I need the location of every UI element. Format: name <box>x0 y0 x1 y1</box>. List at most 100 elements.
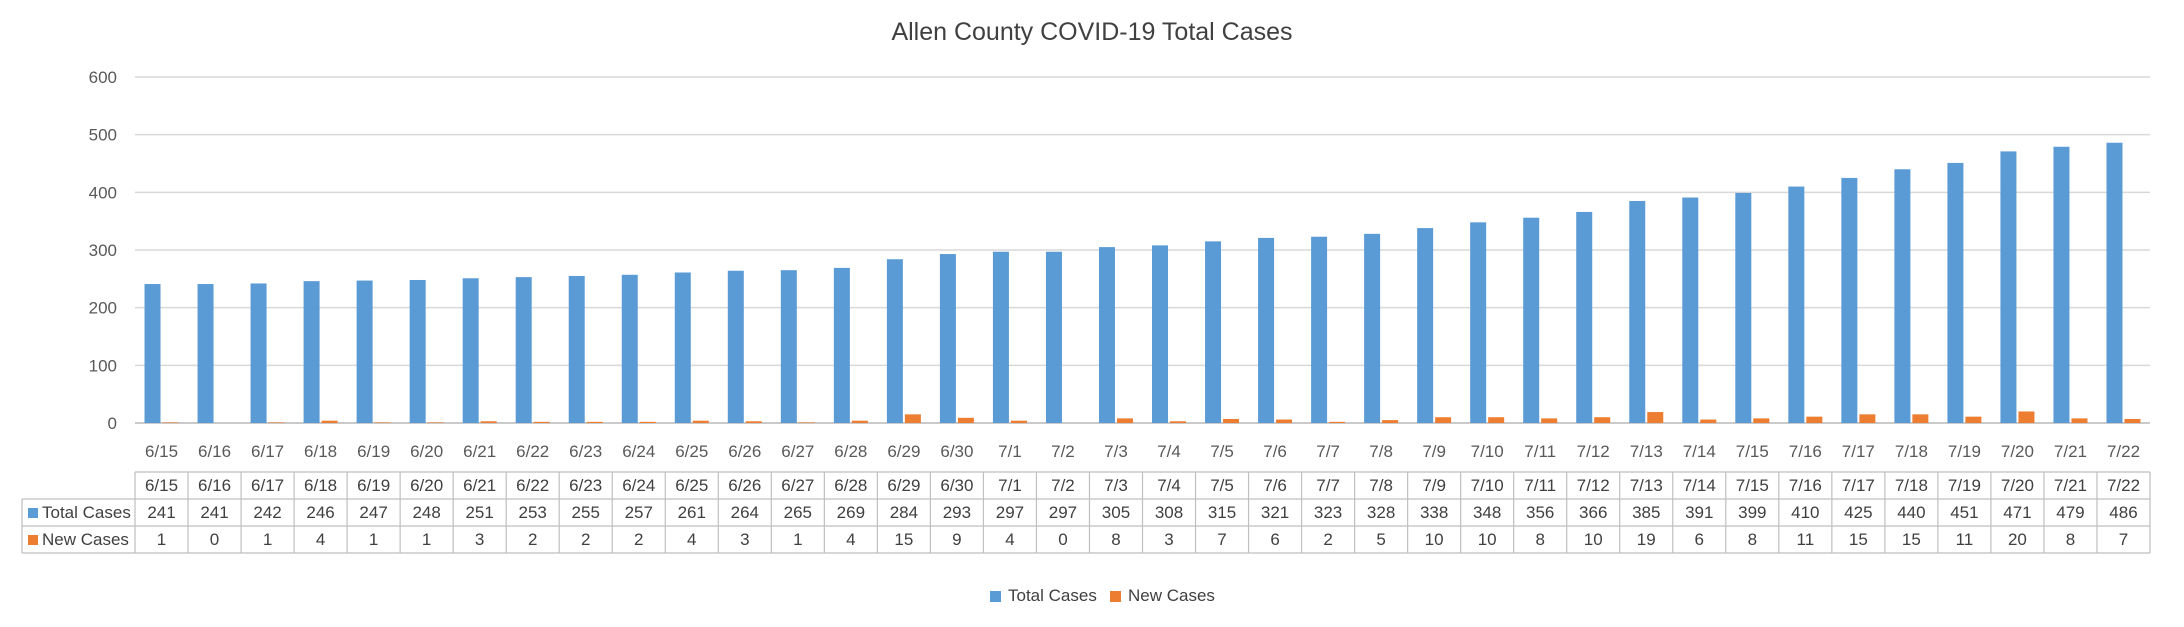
table-cell: 253 <box>519 503 547 522</box>
table-cell: 366 <box>1579 503 1607 522</box>
bar-total-cases <box>2053 146 2070 423</box>
table-cell: 479 <box>2056 503 2084 522</box>
table-cell: 6 <box>1695 530 1704 549</box>
table-cell: 4 <box>687 530 696 549</box>
table-cell: 305 <box>1102 503 1130 522</box>
legend-item-new-cases: New Cases <box>1110 586 1215 606</box>
y-tick-label: 100 <box>89 356 117 375</box>
y-tick-label: 500 <box>89 126 117 145</box>
x-tick-label: 6/17 <box>251 442 284 461</box>
table-cell: 265 <box>784 503 812 522</box>
table-cell: 1 <box>263 530 272 549</box>
bar-total-cases <box>621 274 638 423</box>
bar-total-cases <box>462 278 479 423</box>
table-cell: 3 <box>740 530 749 549</box>
bar-total-cases <box>2106 142 2123 424</box>
table-cell: 3 <box>475 530 484 549</box>
bar-total-cases <box>1045 251 1062 423</box>
bar-new-cases <box>321 420 338 423</box>
x-tick-label: 7/7 <box>1316 442 1340 461</box>
x-tick-label: 7/13 <box>1630 442 1663 461</box>
table-header-cell: 6/29 <box>887 476 920 495</box>
table-cell: 297 <box>996 503 1024 522</box>
table-cell: 356 <box>1526 503 1554 522</box>
bar-new-cases <box>745 421 762 423</box>
table-cell: 2 <box>528 530 537 549</box>
legend-item-total-cases: Total Cases <box>990 586 1097 606</box>
table-header-cell: 6/21 <box>463 476 496 495</box>
table-cell: 1 <box>422 530 431 549</box>
x-tick-label: 7/12 <box>1577 442 1610 461</box>
bar-new-cases <box>268 422 285 423</box>
x-tick-label: 7/6 <box>1263 442 1287 461</box>
table-cell: 0 <box>210 530 219 549</box>
x-tick-label: 6/21 <box>463 442 496 461</box>
table-cell: 261 <box>678 503 706 522</box>
x-tick-label: 6/29 <box>887 442 920 461</box>
table-cell: 338 <box>1420 503 1448 522</box>
table-cell: 3 <box>1164 530 1173 549</box>
table-cell: 20 <box>2008 530 2027 549</box>
bar-total-cases <box>1364 233 1381 423</box>
table-header-cell: 7/18 <box>1895 476 1928 495</box>
table-cell: 328 <box>1367 503 1395 522</box>
table-cell: 451 <box>1950 503 1978 522</box>
bar-new-cases <box>533 421 550 423</box>
table-cell: 10 <box>1478 530 1497 549</box>
bar-new-cases <box>851 420 868 423</box>
table-cell: 19 <box>1637 530 1656 549</box>
bar-total-cases <box>780 270 797 423</box>
table-cell: 2 <box>634 530 643 549</box>
x-tick-label: 7/10 <box>1471 442 1504 461</box>
table-cell: 6 <box>1270 530 1279 549</box>
table-cell: 2 <box>581 530 590 549</box>
table-cell: 7 <box>2119 530 2128 549</box>
bar-new-cases <box>374 422 391 423</box>
x-tick-label: 7/19 <box>1948 442 1981 461</box>
bar-new-cases <box>1647 412 1664 423</box>
table-cell: 385 <box>1632 503 1660 522</box>
table-cell: 471 <box>2003 503 2031 522</box>
table-header-cell: 7/4 <box>1157 476 1181 495</box>
y-tick-label: 600 <box>89 68 117 87</box>
table-header-cell: 7/11 <box>1524 476 1556 495</box>
bar-new-cases <box>1859 414 1876 423</box>
bar-new-cases <box>2018 411 2035 423</box>
bar-new-cases <box>480 421 497 423</box>
table-cell: 251 <box>465 503 493 522</box>
table-header-cell: 6/25 <box>675 476 708 495</box>
table-cell: 4 <box>1005 530 1014 549</box>
table-cell: 15 <box>894 530 913 549</box>
table-cell: 15 <box>1849 530 1868 549</box>
table-header-cell: 6/19 <box>357 476 390 495</box>
table-header-cell: 6/27 <box>781 476 814 495</box>
bar-new-cases <box>2071 418 2088 423</box>
bar-new-cases <box>692 420 709 423</box>
y-tick-label: 0 <box>108 414 117 433</box>
bar-total-cases <box>1682 197 1699 423</box>
bar-total-cases <box>1470 222 1487 423</box>
table-cell: 308 <box>1155 503 1183 522</box>
table-header-cell: 6/15 <box>145 476 178 495</box>
bar-total-cases <box>1258 237 1275 423</box>
table-cell: 257 <box>625 503 653 522</box>
table-cell: 242 <box>253 503 281 522</box>
x-tick-label: 7/20 <box>2001 442 2034 461</box>
table-cell: 11 <box>1956 530 1974 549</box>
bar-total-cases <box>1576 211 1593 423</box>
bar-new-cases <box>1382 420 1399 423</box>
bar-new-cases <box>957 417 974 423</box>
bar-total-cases <box>303 281 320 423</box>
x-tick-label: 6/30 <box>940 442 973 461</box>
x-tick-label: 6/15 <box>145 442 178 461</box>
x-tick-label: 6/24 <box>622 442 655 461</box>
bar-total-cases <box>1417 228 1434 423</box>
table-cell: 4 <box>316 530 325 549</box>
table-header-cell: 7/3 <box>1104 476 1128 495</box>
bar-total-cases <box>409 279 426 423</box>
x-tick-label: 6/23 <box>569 442 602 461</box>
table-cell: 10 <box>1584 530 1603 549</box>
bar-new-cases <box>1541 418 1558 423</box>
bar-total-cases <box>1311 236 1328 423</box>
table-header-cell: 6/23 <box>569 476 602 495</box>
